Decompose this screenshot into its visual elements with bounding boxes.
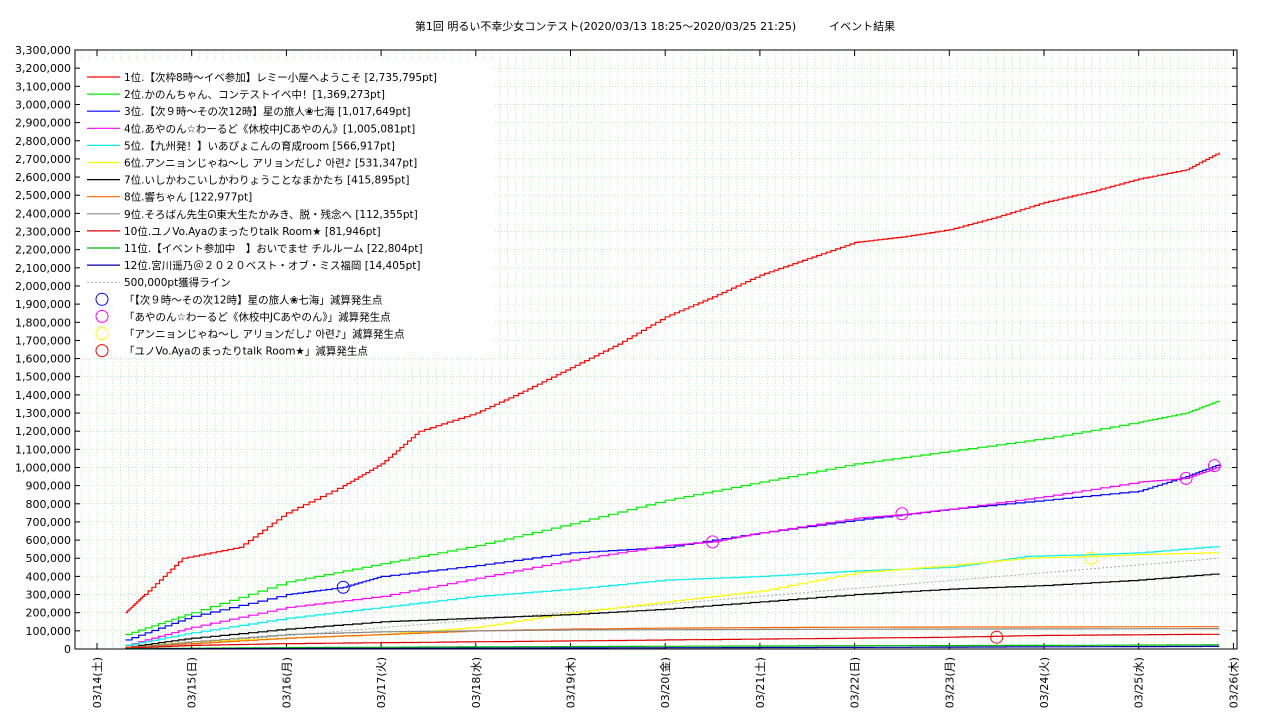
y-tick-label: 3,300,000 <box>15 44 71 57</box>
x-tick-label: 03/25(水) <box>1133 657 1146 708</box>
x-tick-label: 03/15(日) <box>186 657 199 708</box>
x-tick-label: 03/16(月) <box>280 657 293 708</box>
y-tick-label: 2,600,000 <box>15 171 71 184</box>
y-tick-label: 1,600,000 <box>15 353 71 366</box>
series-line-2 <box>125 400 1220 636</box>
legend-marker-4 <box>95 344 109 358</box>
x-tick-label: 03/20(金) <box>658 657 672 708</box>
y-tick-label: 2,900,000 <box>15 117 71 130</box>
legend-box <box>80 62 495 358</box>
legend-marker-2 <box>95 309 109 323</box>
deduction-marker-4 <box>990 630 1004 644</box>
y-tick-label: 2,300,000 <box>15 226 71 239</box>
y-tick-label: 1,100,000 <box>15 443 71 456</box>
legend: 1位.【次枠8時〜イベ参加】レミー小屋へようこそ [2,735,795pt] 2位… <box>80 62 495 358</box>
y-tick-label: 3,200,000 <box>15 62 71 75</box>
series-line-10 <box>125 633 1220 649</box>
legend-marker-label-3: 「アンニョンじゃね〜し アリョンだし♪ 아련♪」減算発生点 <box>124 328 404 341</box>
chart-title: 第1回 明るい不幸少女コンテスト(2020/03/13 18:25〜2020/0… <box>415 19 895 33</box>
legend-label-1: 1位.【次枠8時〜イベ参加】レミー小屋へようこそ [2,735,795pt] <box>124 71 437 84</box>
deduction-marker-2 <box>1207 459 1221 473</box>
x-tick-label: 03/18(水) <box>470 657 483 708</box>
legend-marker-label-1: 「【次９時〜その次12時】星の旅人❀七海」減算発生点 <box>124 293 382 306</box>
y-tick-label: 1,900,000 <box>15 298 71 311</box>
legend-marker-label-2: 「あやのん☆わーるど《休校中JCあやのん》」減算発生点 <box>124 310 391 323</box>
y-tick-label: 3,000,000 <box>15 98 71 111</box>
series-line-11 <box>125 644 1220 650</box>
legend-label-3: 3位.【次９時〜その次12時】星の旅人❀七海 [1,017,649pt] <box>124 105 410 118</box>
y-tick-label: 2,200,000 <box>15 244 71 257</box>
deduction-marker-2 <box>1179 471 1193 485</box>
legend-label-5: 5位.【九州発！】いあぴょこんの育成room [566,917pt] <box>124 139 395 152</box>
deduction-markers <box>336 459 1221 644</box>
legend-label-10: 10位.ユノVo.Ayaのまったりtalk Room★ [81,946pt] <box>124 225 381 238</box>
y-tick-label: 1,200,000 <box>15 425 71 438</box>
legend-label-7: 7位.いしかわこいしかわりょうことなまかたち [415,895pt] <box>124 174 409 187</box>
series-line-1 <box>125 152 1220 614</box>
target-line <box>125 557 1220 650</box>
y-tick-label: 2,700,000 <box>15 153 71 166</box>
deduction-marker-1 <box>336 580 350 594</box>
legend-label-11: 11位.【イベント参加中 】おいでませ チルルーム [22,804pt] <box>124 242 423 255</box>
series-line-5 <box>125 546 1220 646</box>
y-tick-label: 2,500,000 <box>15 189 71 202</box>
plot-frame <box>74 49 1238 650</box>
legend-label-4: 4位.あやのん☆わーるど《休校中JCあやのん》[1,005,081pt] <box>124 122 415 135</box>
x-tick-label: 03/19(木) <box>565 657 578 708</box>
y-tick-label: 1,700,000 <box>15 334 71 347</box>
y-tick-label: 2,800,000 <box>15 135 71 148</box>
y-tick-label: 300,000 <box>26 589 72 602</box>
y-tick-label: 2,000,000 <box>15 280 71 293</box>
y-tick-label: 1,400,000 <box>15 389 71 402</box>
y-tick-label: 0 <box>64 643 71 656</box>
y-tick-label: 700,000 <box>26 516 72 529</box>
y-tick-label: 600,000 <box>26 534 72 547</box>
legend-marker-label-4: 「ユノVo.Ayaのまったりtalk Room★」減算発生点 <box>124 345 368 358</box>
x-tick-label: 03/22(日) <box>849 657 862 708</box>
legend-marker-3 <box>95 327 109 340</box>
x-tick-label: 03/26(木) <box>1227 657 1240 708</box>
deduction-marker-2 <box>895 507 909 521</box>
y-axis-ticks: 0 100,000 200,000 300,000 400,000 500,000 600,… <box>15 44 1237 656</box>
y-tick-label: 2,400,000 <box>15 207 71 220</box>
y-tick-label: 200,000 <box>26 607 72 620</box>
legend-label-target: 500,000pt獲得ライン <box>124 276 231 289</box>
y-tick-label: 2,100,000 <box>15 262 71 275</box>
x-tick-label: 03/23(月) <box>943 657 956 708</box>
legend-label-2: 2位.かのんちゃん、コンテストイベ中！[1,369,273pt] <box>124 88 385 101</box>
y-tick-label: 800,000 <box>26 498 72 511</box>
y-tick-label: 1,300,000 <box>15 407 71 420</box>
legend-label-9: 9位.そろばん先生ᘏ東大生たかみき、脱・残念へ [112,355pt] <box>124 208 418 221</box>
y-tick-label: 100,000 <box>26 625 72 638</box>
y-tick-label: 3,100,000 <box>15 80 71 93</box>
y-tick-label: 500,000 <box>26 552 72 565</box>
series-line-7 <box>125 573 1220 648</box>
series-line-9 <box>125 628 1220 649</box>
x-axis-ticks: 03/14(土) 03/15(日) 03/16(月) 03/17(火) 03/18(水)… <box>91 50 1240 708</box>
y-tick-label: 1,500,000 <box>15 371 71 384</box>
y-tick-label: 900,000 <box>26 480 72 493</box>
series-line-4 <box>125 466 1220 646</box>
y-tick-label: 1,800,000 <box>15 316 71 329</box>
deduction-marker-3 <box>1084 551 1098 565</box>
deduction-marker-2 <box>706 535 720 549</box>
legend-label-8: 8位.響ちゃん [122,977pt] <box>124 191 252 204</box>
x-tick-label: 03/14(土) <box>91 657 104 708</box>
y-tick-label: 1,000,000 <box>15 461 71 474</box>
y-tick-label: 400,000 <box>26 570 72 583</box>
legend-label-6: 6位.アンニョンじゃね〜し アリョンだし♪ 아련♪ [531,347pt] <box>124 157 417 170</box>
legend-label-12: 12位.宮川遥乃＠２０２０ベスト・オブ・ミス福岡 [14,405pt] <box>124 259 420 272</box>
x-tick-label: 03/24(火) <box>1038 657 1051 708</box>
x-tick-label: 03/17(火) <box>375 657 388 708</box>
x-tick-label: 03/21(土) <box>754 657 767 708</box>
legend-marker-1 <box>95 292 109 306</box>
